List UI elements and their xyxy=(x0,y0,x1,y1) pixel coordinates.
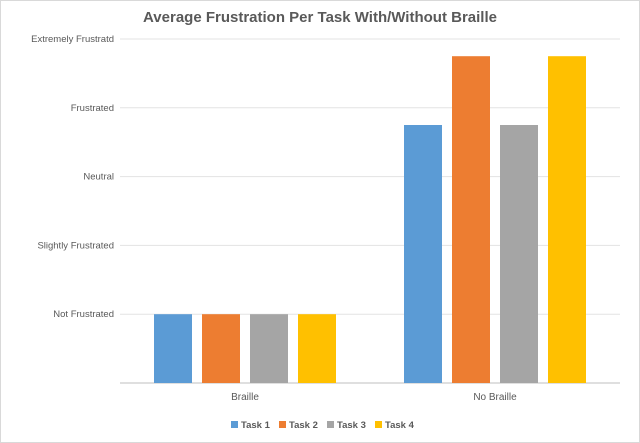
legend-label: Task 3 xyxy=(337,420,366,431)
y-tick-label: Frustrated xyxy=(71,103,114,114)
legend-label: Task 4 xyxy=(385,420,415,431)
bar-task-4-braille xyxy=(298,314,336,383)
legend-label: Task 2 xyxy=(289,420,318,431)
bar-task-3-no-braille xyxy=(500,125,538,383)
legend-swatch xyxy=(375,421,382,428)
y-tick-label: Extremely Frustratd xyxy=(31,34,114,45)
x-tick-label: Braille xyxy=(231,392,259,403)
y-tick-label: Neutral xyxy=(83,172,114,183)
bar-task-3-braille xyxy=(250,314,288,383)
legend-label: Task 1 xyxy=(241,420,271,431)
bar-task-2-no-braille xyxy=(452,56,490,383)
y-tick-label: Slightly Frustrated xyxy=(37,240,114,251)
legend-item: Task 2 xyxy=(279,420,318,431)
y-tick-label: Not Frustrated xyxy=(53,309,114,320)
bar-task-4-no-braille xyxy=(548,56,586,383)
bar-task-2-braille xyxy=(202,314,240,383)
legend-item: Task 4 xyxy=(375,420,415,431)
legend-item: Task 1 xyxy=(231,420,271,431)
x-tick-label: No Braille xyxy=(473,392,517,403)
legend-swatch xyxy=(327,421,334,428)
bar-task-1-no-braille xyxy=(404,125,442,383)
bar-task-1-braille xyxy=(154,314,192,383)
legend-swatch xyxy=(231,421,238,428)
chart-title: Average Frustration Per Task With/Withou… xyxy=(143,9,497,26)
legend-swatch xyxy=(279,421,286,428)
legend-item: Task 3 xyxy=(327,420,366,431)
